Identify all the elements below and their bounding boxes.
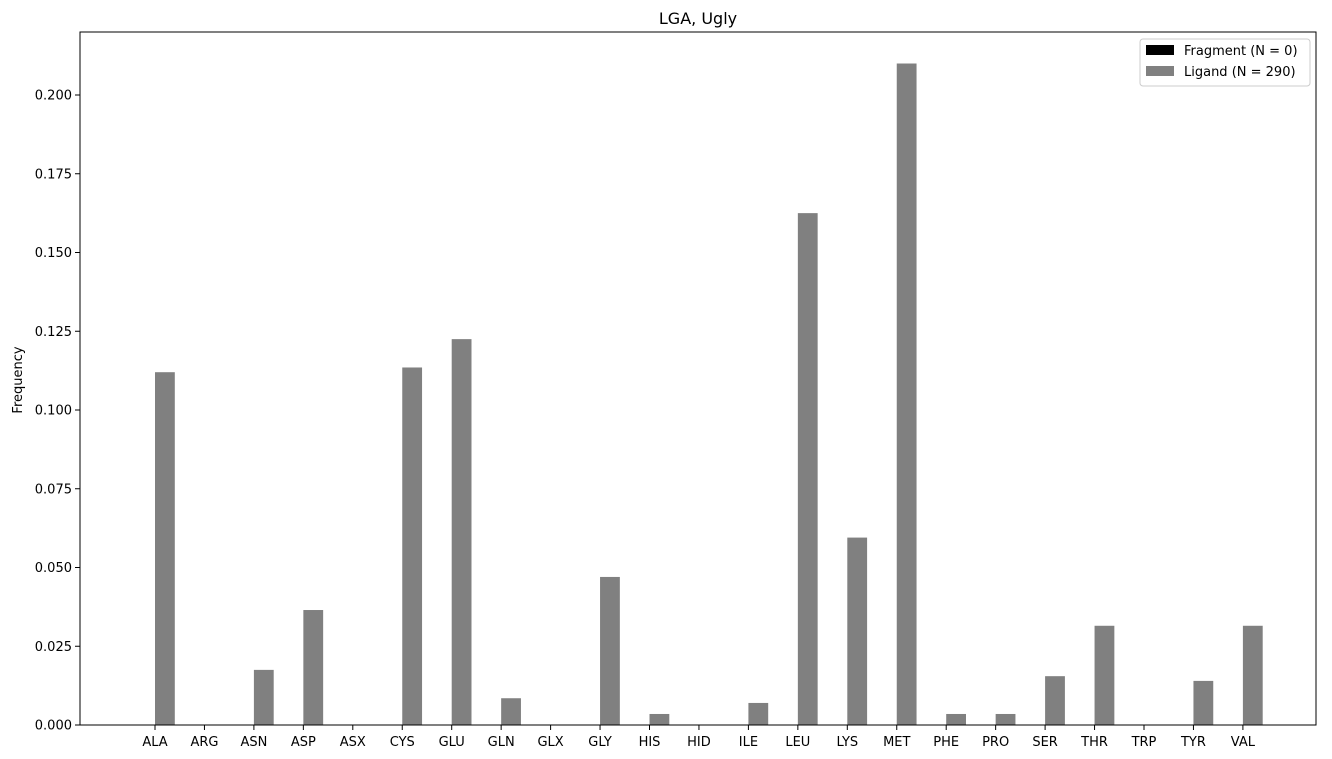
x-tick-label-glu: GLU [439,735,465,750]
bar-ligand-thr [1094,625,1115,725]
y-tick-label: 0.200 [35,89,72,104]
chart-title: LGA, Ugly [659,9,737,28]
x-tick-label-trp: TRP [1131,735,1157,750]
y-tick-label: 0.025 [35,640,72,655]
x-tick-label-arg: ARG [190,735,218,750]
x-tick-label-phe: PHE [933,735,959,750]
bar-ligand-phe [946,713,966,725]
y-tick-label: 0.000 [35,719,72,734]
x-tick-label-tyr: TYR [1180,735,1206,750]
y-tick-label: 0.150 [35,246,72,261]
bar-ligand-ser [1045,676,1065,725]
x-tick-label-ser: SER [1032,735,1058,750]
y-axis-label: Frequency [11,346,26,413]
x-tick-label-gly: GLY [588,735,612,750]
x-tick-label-hid: HID [687,735,711,750]
x-tick-label-asn: ASN [240,735,267,750]
x-tick-label-thr: THR [1080,735,1108,750]
bar-ligand-ala [155,372,175,725]
x-tick-label-ile: ILE [739,735,758,750]
legend-swatch-ligand [1146,66,1174,76]
y-tick-label: 0.100 [35,404,72,419]
y-tick-label: 0.125 [35,325,72,340]
x-tick-label-leu: LEU [785,735,810,750]
bar-ligand-glu [451,339,472,725]
y-tick-label: 0.050 [35,561,72,576]
y-tick-label: 0.075 [35,482,72,497]
y-tick-label: 0.175 [35,167,72,182]
x-tick-label-met: MET [883,735,910,750]
bar-ligand-leu [797,213,818,726]
bar-ligand-ile [748,702,769,725]
bar-ligand-gln [501,698,521,725]
x-tick-label-his: HIS [639,735,661,750]
x-tick-label-asp: ASP [291,735,316,750]
y-axis-ticks: 0.000 0.025 0.050 0.075 0.100 0.125 0.150 0.175… [35,89,80,734]
x-tick-label-ala: ALA [142,735,167,750]
x-tick-label-pro: PRO [982,735,1009,750]
plot-frame [79,31,1317,726]
bar-ligand-asp [303,610,324,725]
bar-ligand-his [649,713,670,725]
bar-ligand-cys [402,367,423,725]
bar-ligand-lys [847,537,868,725]
x-tick-label-gln: GLN [488,735,515,750]
legend-label-ligand: Ligand (N = 290) [1184,65,1296,80]
bar-ligand-tyr [1193,680,1214,725]
x-tick-label-lys: LYS [836,735,858,750]
x-axis-ticks: ALA ARG ASN ASP ASX CYS GLU GLN GLX GLY HIS HID ILE L… [142,725,1256,750]
x-tick-label-glx: GLX [537,735,563,750]
legend: Fragment (N = 0) Ligand (N = 290) [1139,38,1311,87]
bars-group [155,63,1263,726]
legend-label-fragment: Fragment (N = 0) [1184,44,1298,59]
x-tick-label-asx: ASX [340,735,366,750]
bar-ligand-met [896,63,917,725]
bar-ligand-asn [253,669,274,726]
legend-box [1139,38,1311,87]
bar-ligand-val [1242,625,1263,725]
legend-swatch-fragment [1146,45,1174,55]
bar-ligand-gly [600,576,620,725]
x-tick-label-cys: CYS [390,735,415,750]
bar-ligand-pro [995,713,1016,725]
x-tick-label-val: VAL [1231,735,1256,750]
